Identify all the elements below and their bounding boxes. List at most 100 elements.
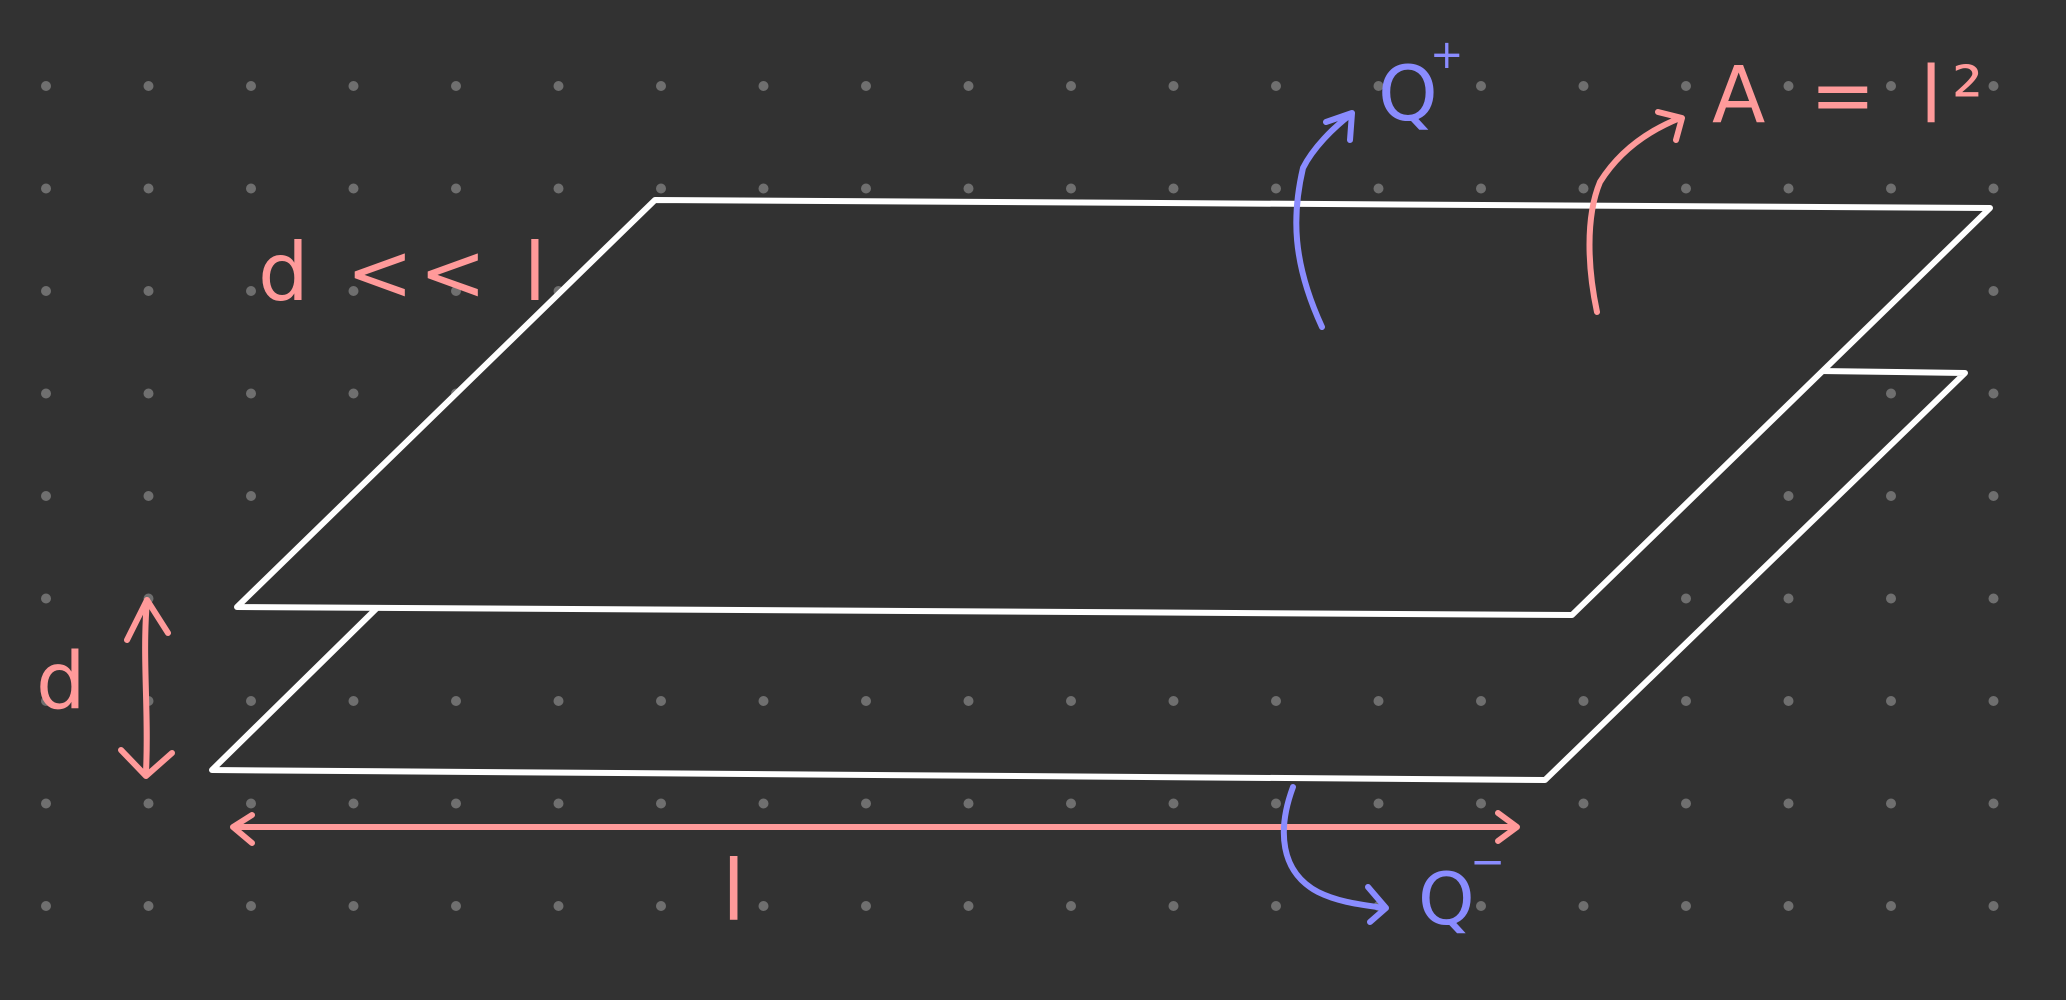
grid-dot — [1373, 696, 1384, 706]
grid-dot — [246, 696, 256, 706]
grid-dot — [758, 798, 769, 809]
grid-dot — [963, 183, 974, 194]
grid-dot — [1476, 183, 1486, 194]
grid-dot — [758, 183, 769, 194]
grid-dot — [1681, 593, 1691, 604]
q-plus-letter: Q — [1378, 49, 1438, 138]
grid-dot — [553, 81, 564, 91]
grid-dot — [656, 901, 666, 911]
grid-dot — [143, 388, 154, 399]
grid-dot — [451, 901, 461, 911]
grid-dot — [1886, 491, 1896, 501]
grid-dot — [553, 901, 564, 911]
grid-dot — [758, 696, 769, 706]
grid-dot — [963, 901, 974, 911]
grid-dot — [963, 696, 974, 706]
length-dimension: l — [230, 810, 1520, 940]
condition-label: d << l — [258, 226, 552, 319]
grid-dot — [1476, 696, 1486, 706]
grid-dot — [1271, 798, 1281, 809]
grid-dot — [656, 798, 666, 809]
q-minus-sign: − — [1470, 837, 1505, 886]
grid-dot — [41, 696, 51, 706]
grid-dot — [1886, 696, 1896, 706]
grid-dot — [41, 593, 51, 604]
grid-dot — [1886, 388, 1896, 399]
grid-dot — [143, 491, 154, 501]
grid-dot — [1373, 798, 1384, 809]
top-plate-face — [237, 200, 1990, 615]
grid-dot — [246, 388, 256, 399]
grid-dot — [861, 81, 871, 91]
grid-dot — [1886, 593, 1896, 604]
grid-dot — [1578, 696, 1589, 706]
grid-dot — [1373, 81, 1384, 91]
top-plate-outline — [234, 197, 1993, 618]
grid-dot — [1988, 696, 1999, 706]
q-plus-sign: + — [1430, 32, 1464, 78]
grid-dot — [1681, 798, 1691, 809]
bottom-plate — [209, 368, 1968, 783]
grid-dot — [1271, 81, 1281, 91]
area-annotation: A = l² — [1586, 51, 1993, 315]
grid-dot — [41, 286, 51, 296]
grid-dot — [1271, 183, 1281, 194]
grid-dot — [861, 798, 871, 809]
grid-dot — [758, 81, 769, 91]
grid-dot — [143, 183, 154, 194]
grid-dot — [1066, 798, 1076, 809]
curved-arrow-icon — [1280, 784, 1389, 925]
double-arrow-vertical-icon — [118, 597, 175, 779]
grid-dot — [246, 81, 256, 91]
grid-dot — [451, 696, 461, 706]
grid-dot — [1783, 798, 1794, 809]
grid-dot — [1783, 593, 1794, 604]
grid-dot — [41, 901, 51, 911]
grid-dot — [1988, 798, 1999, 809]
bottom-plate-visible-edges — [209, 368, 1968, 783]
grid-dot — [1988, 901, 1999, 911]
grid-dot — [348, 798, 359, 809]
q-minus-letter: Q — [1418, 857, 1475, 941]
grid-dot — [963, 798, 974, 809]
grid-dot — [246, 491, 256, 501]
grid-dot — [1578, 798, 1589, 809]
grid-dot — [1168, 183, 1179, 194]
grid-dot — [1476, 81, 1486, 91]
grid-dot — [553, 696, 564, 706]
grid-dot — [41, 81, 51, 91]
grid-dot — [1578, 183, 1589, 194]
grid-dot — [348, 183, 359, 194]
grid-dot — [656, 696, 666, 706]
grid-dot — [1578, 901, 1589, 911]
grid-dot — [861, 696, 871, 706]
grid-dot — [348, 901, 359, 911]
grid-dot — [1066, 696, 1076, 706]
grid-dot — [1886, 798, 1896, 809]
grid-dot — [656, 81, 666, 91]
grid-dot — [1271, 901, 1281, 911]
grid-dot — [1681, 901, 1691, 911]
grid-dot — [451, 81, 461, 91]
q-minus-annotation: Q − — [1280, 784, 1505, 941]
area-label: A = l² — [1712, 51, 1993, 141]
grid-dot — [1168, 901, 1179, 911]
curved-arrow-icon — [1586, 109, 1685, 315]
grid-dot — [348, 388, 359, 399]
grid-dot — [1988, 388, 1999, 399]
grid-dot — [1886, 901, 1896, 911]
grid-dot — [246, 183, 256, 194]
grid-dot — [1271, 696, 1281, 706]
double-arrow-horizontal-icon — [230, 810, 1520, 846]
grid-dot — [1066, 901, 1076, 911]
grid-dot — [41, 491, 51, 501]
grid-dot — [143, 798, 154, 809]
grid-dot — [1783, 81, 1794, 91]
grid-dot — [451, 183, 461, 194]
grid-dot — [246, 901, 256, 911]
grid-dot — [143, 81, 154, 91]
grid-dot — [1681, 183, 1691, 194]
grid-dot — [348, 81, 359, 91]
grid-dot — [246, 798, 256, 809]
